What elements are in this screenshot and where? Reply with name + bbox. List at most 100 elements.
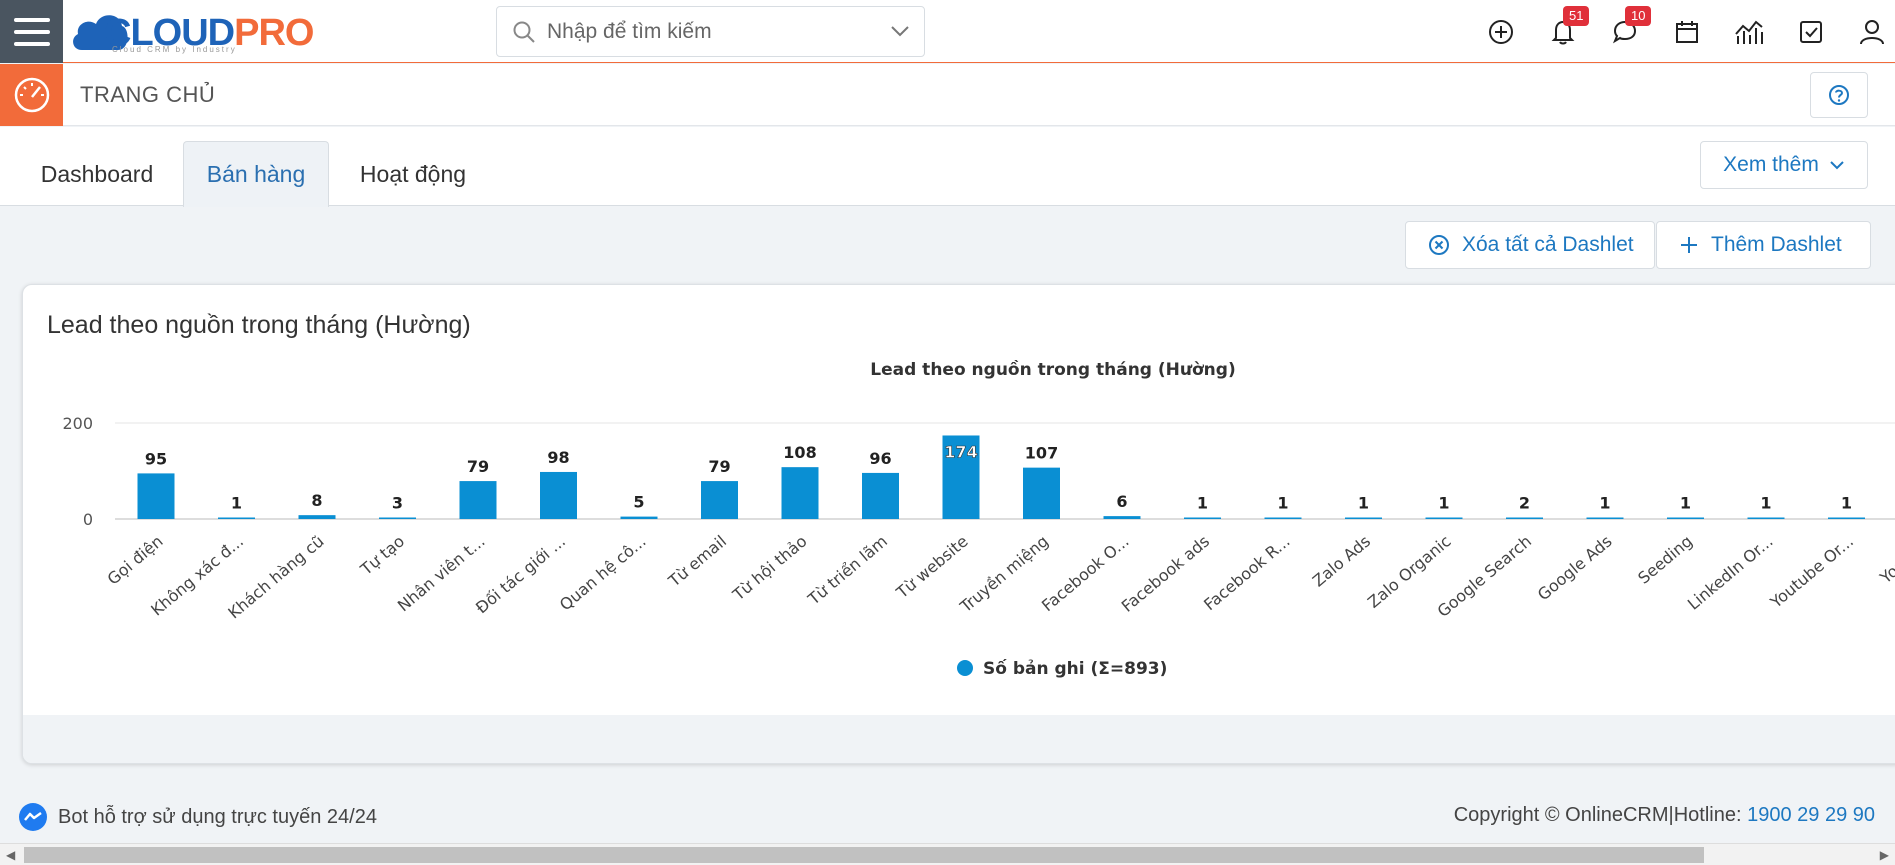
tab-dashboard[interactable]: Dashboard <box>40 160 154 187</box>
dashlet-footer <box>23 715 1895 763</box>
data-label: 95 <box>145 449 167 468</box>
tab-bar: Dashboard Bán hàng Hoạt động Xem thêm <box>0 127 1895 207</box>
bar[interactable] <box>701 481 738 519</box>
top-bar: CLOUDPRO Cloud CRM by Industry 51 10 <box>0 0 1895 63</box>
data-label: 1 <box>231 494 242 513</box>
help-button[interactable] <box>1810 72 1868 118</box>
data-label: 79 <box>467 457 489 476</box>
chart-icon <box>1735 20 1763 44</box>
data-label: 108 <box>783 443 816 462</box>
data-label: 107 <box>1025 444 1058 463</box>
bar[interactable] <box>862 472 899 519</box>
bar[interactable] <box>1586 517 1624 520</box>
cloud-logo-icon <box>73 15 128 51</box>
bar[interactable] <box>620 516 658 519</box>
clear-all-label: Xóa tất cả Dashlet <box>1462 233 1634 256</box>
bar[interactable] <box>540 471 577 519</box>
notifications-button[interactable]: 51 <box>1547 6 1590 48</box>
reports-button[interactable] <box>1733 16 1765 48</box>
x-tick-label: Từ hội thảo <box>728 532 810 605</box>
bar[interactable] <box>1667 517 1704 520</box>
search-input[interactable] <box>547 19 867 45</box>
y-tick-label: 200 <box>62 414 93 433</box>
x-tick-label: LinkedIn Or... <box>1684 532 1777 614</box>
bar[interactable] <box>1506 517 1543 520</box>
bar[interactable] <box>1103 516 1141 519</box>
scroll-right-icon[interactable]: ▶ <box>1879 848 1889 862</box>
data-label: 79 <box>708 457 730 476</box>
logo-tagline: Cloud CRM by Industry <box>112 45 237 54</box>
x-tick-label: Facebook ads <box>1118 532 1213 616</box>
dashboard-home-button[interactable] <box>0 64 63 126</box>
data-label: 5 <box>633 493 644 512</box>
data-label: 1 <box>1358 494 1369 513</box>
tasks-button[interactable] <box>1795 16 1827 48</box>
x-tick-label: Truyền miệng <box>956 532 1052 617</box>
dashlet-title: Lead theo nguồn trong tháng (Hường) <box>47 311 471 339</box>
copyright: Copyright © OnlineCRM|Hotline: 1900 29 2… <box>1454 804 1875 827</box>
tab-ban-hang[interactable]: Bán hàng <box>183 141 329 207</box>
bar[interactable] <box>1345 517 1382 520</box>
x-tick-label: Seeding <box>1634 532 1696 588</box>
bar[interactable] <box>1264 517 1302 520</box>
scrollbar-thumb[interactable] <box>24 847 1704 863</box>
chat-bot-link[interactable]: Bot hỗ trợ sử dụng trực tuyến 24/24 <box>18 802 377 832</box>
scroll-left-icon[interactable]: ◀ <box>6 848 16 862</box>
x-tick-label: Tự tạo <box>356 532 408 580</box>
lead-source-chart: Lead theo nguồn trong tháng (Hường) 0 200… <box>62 359 1895 679</box>
bar[interactable] <box>781 467 819 519</box>
bar[interactable] <box>1425 517 1463 520</box>
data-label: 3 <box>392 494 403 513</box>
data-label: 8 <box>311 491 322 510</box>
notification-badge: 51 <box>1563 6 1590 26</box>
bar[interactable] <box>1828 517 1865 520</box>
bar[interactable] <box>298 515 336 519</box>
bar[interactable] <box>218 517 255 520</box>
chart-title: Lead theo nguồn trong tháng (Hường) <box>870 359 1235 380</box>
data-label: 98 <box>547 448 569 467</box>
bar[interactable] <box>459 481 497 519</box>
menu-button[interactable] <box>0 0 63 63</box>
copyright-text: Copyright © OnlineCRM|Hotline: <box>1453 804 1748 826</box>
x-tick-label: Từ email <box>664 532 730 592</box>
data-label: 1 <box>1760 494 1771 513</box>
bar[interactable] <box>1023 467 1060 519</box>
bar[interactable] <box>1747 517 1785 520</box>
calendar-button[interactable] <box>1671 16 1703 48</box>
chat-icon <box>1612 20 1637 44</box>
data-label: 1 <box>1197 494 1208 513</box>
messenger-icon <box>19 803 47 831</box>
x-tick-label: Từ triển lãm <box>804 532 891 610</box>
x-tick-label: Google Ads <box>1534 532 1616 605</box>
data-label: 1 <box>1438 494 1449 513</box>
hotline-link[interactable]: 1900 29 29 90 <box>1747 804 1875 826</box>
logo[interactable]: CLOUDPRO Cloud CRM by Industry <box>70 4 314 56</box>
search-box[interactable] <box>496 6 925 57</box>
data-label: 1 <box>1680 494 1691 513</box>
more-button[interactable]: Xem thêm <box>1700 141 1868 189</box>
bot-support-text: Bot hỗ trợ sử dụng trực tuyến 24/24 <box>58 805 377 828</box>
tab-hoat-dong[interactable]: Hoạt động <box>359 160 467 187</box>
add-button[interactable] <box>1485 16 1517 48</box>
help-icon <box>1829 85 1849 105</box>
data-label: 96 <box>869 449 891 468</box>
messages-button[interactable]: 10 <box>1609 6 1652 48</box>
horizontal-scrollbar[interactable]: ◀ ▶ <box>0 843 1895 865</box>
data-label: 2 <box>1519 494 1530 513</box>
y-tick-label: 0 <box>83 510 93 529</box>
chevron-down-icon[interactable] <box>890 24 910 38</box>
search-icon <box>513 21 535 43</box>
bar[interactable] <box>1184 517 1221 520</box>
bar[interactable] <box>942 435 980 519</box>
dashlet-lead-source: Lead theo nguồn trong tháng (Hường) Lead… <box>22 284 1895 764</box>
x-tick-label: Gọi điện <box>104 532 167 589</box>
bar[interactable] <box>137 473 175 519</box>
clear-all-dashlets-button[interactable]: Xóa tất cả Dashlet <box>1405 221 1655 269</box>
chart-legend[interactable]: Số bản ghi (Σ=893) <box>957 658 1167 679</box>
add-dashlet-button[interactable]: Thêm Dashlet <box>1656 221 1871 269</box>
page-header: TRANG CHỦ <box>0 64 1895 126</box>
user-button[interactable] <box>1856 16 1888 48</box>
bar[interactable] <box>379 517 416 520</box>
more-label: Xem thêm <box>1723 153 1819 176</box>
data-label: 1 <box>1277 494 1288 513</box>
